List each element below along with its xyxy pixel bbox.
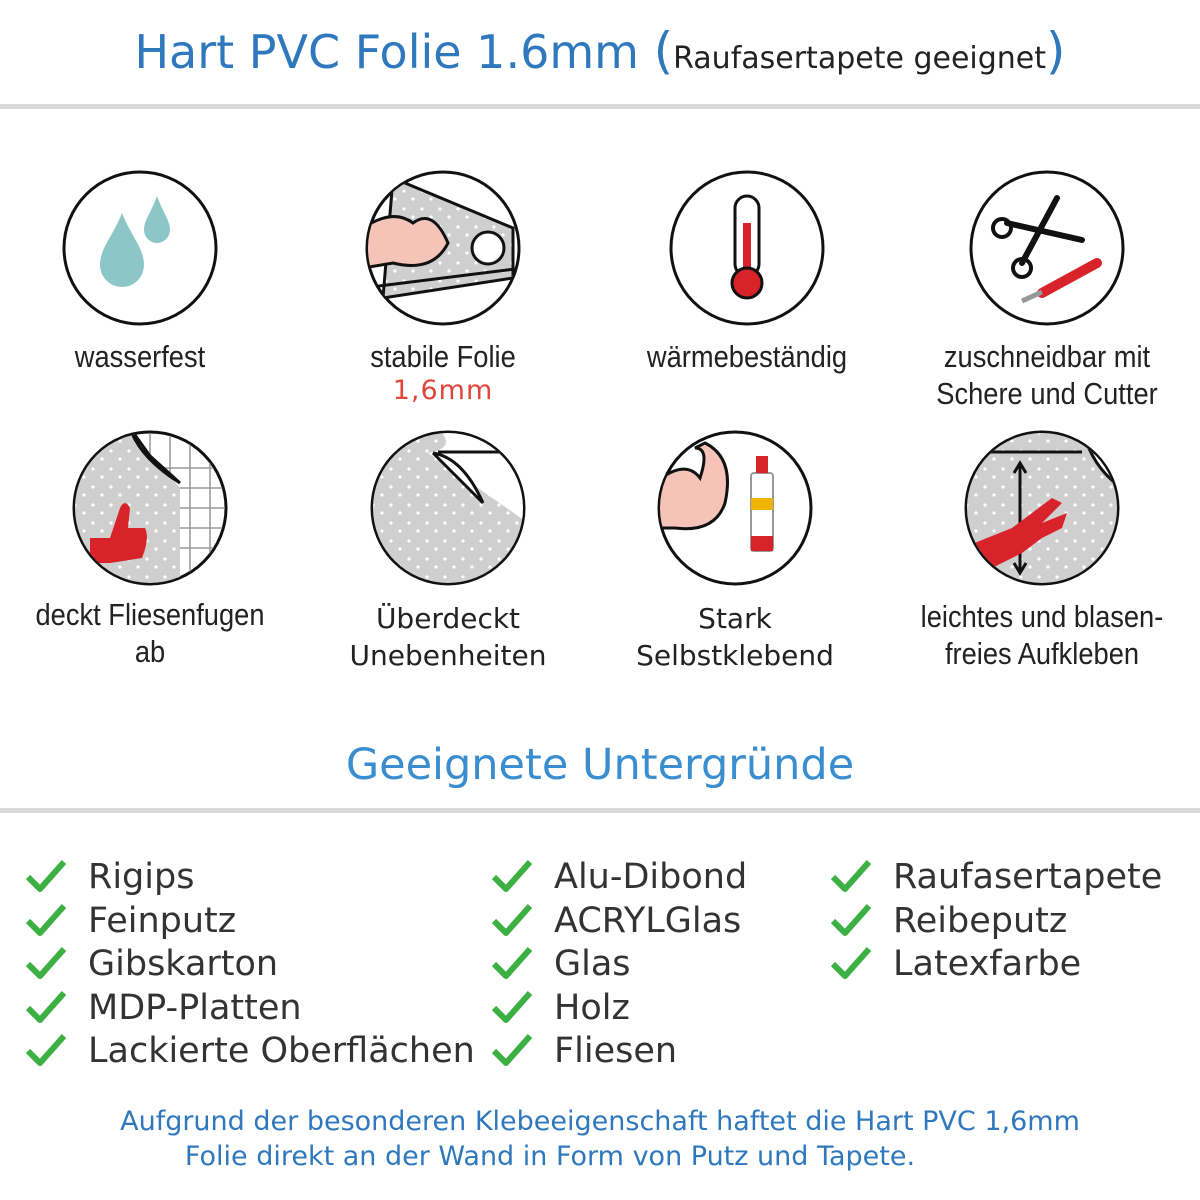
feature-label: zuschneidbar mit Schere und Cutter [915,338,1179,412]
checkmark-icon [831,903,872,936]
surface-item: Lackierte Oberflächen [26,1029,475,1073]
checkmark-icon [26,990,67,1023]
water-drops-icon [62,170,218,326]
checkmark-icon [831,947,872,979]
checkmark-icon [492,860,533,892]
surface-label: Gibskarton [88,944,279,984]
feature-label: Überdeckt Unebenheiten [298,600,598,674]
checkmark-icon [492,1034,533,1066]
checkmark-icon [26,903,67,936]
surface-label: Rigips [88,857,195,897]
hand-smoothing-icon [964,430,1120,586]
checkmark-icon [26,1034,67,1066]
feature-fliesenfugen: deckt Fliesenfugen ab [0,428,300,670]
label-line: leichtes und blasen- [920,599,1164,634]
feature-label: leichtes und blasen- freies Aufkleben [910,598,1174,672]
surface-label: ACRYLGlas [554,900,742,941]
surface-label: Latexfarbe [893,944,1082,984]
feature-aufkleben: leichtes und blasen- freies Aufkleben [892,428,1192,672]
surface-item: Feinputz [26,899,237,943]
checkmark-icon [492,903,533,936]
checkmark-icon [492,947,533,979]
divider [0,104,1200,109]
surface-label: Alu-Dibond [554,857,748,897]
feature-label: deckt Fliesenfugen ab [35,597,265,669]
surface-label: Glas [554,944,631,984]
scissors-cutter-icon [969,170,1125,326]
feature-stabile-folie: stabile Folie 1,6mm [293,168,593,406]
surface-label: Reibeputz [893,900,1068,941]
feature-label: Stark Selbstklebend [585,600,885,674]
paren-close: ) [1046,22,1066,80]
surface-label: Fliesen [554,1031,678,1071]
footer-line-1: Aufgrund der besonderen Klebeeigenschaft… [120,1106,1080,1137]
title-subtitle: Raufasertapete geeignet [673,41,1047,76]
surface-label: Holz [554,987,630,1028]
surface-item: Rigips [26,855,195,899]
strong-arm-glue-icon [657,430,813,586]
feature-label: stabile Folie [370,339,516,374]
checkmark-icon [831,860,872,892]
feature-unebenheiten: Überdeckt Unebenheiten [298,428,598,674]
surface-item: Raufasertapete [831,855,1163,899]
page-title: Hart PVC Folie 1.6mm (Raufasertapete gee… [0,22,1200,80]
checkmark-icon [492,990,533,1023]
surface-item: ACRYLGlas [492,899,742,943]
title-main: Hart PVC Folie 1.6mm [134,25,639,79]
surface-item: Latexfarbe [831,942,1082,986]
surface-item: Fliesen [492,1029,678,1073]
strong-arm-roll-icon [365,170,521,326]
footer-line-2: Folie direkt an der Wand in Form von Put… [184,1141,916,1172]
foil-corner-icon [370,430,526,586]
feature-waermebestaendig: wärmebeständig [597,168,897,375]
label-line: freies Aufkleben [944,636,1140,671]
label-line: Selbstklebend [636,639,834,672]
paren-open: ( [653,22,674,80]
surface-label: Lackierte Oberflächen [88,1031,475,1071]
checkmark-icon [26,860,67,892]
feature-label: wärmebeständig [646,339,848,374]
feature-label: wasserfest [74,339,206,374]
feature-note: 1,6mm [392,375,494,406]
label-line: zuschneidbar mit [943,339,1151,374]
feature-selbstklebend: Stark Selbstklebend [585,428,885,674]
feature-wasserfest: wasserfest [0,168,290,375]
surface-item: MDP-Platten [26,986,302,1030]
label-line: Unebenheiten [349,639,547,672]
surface-label: Feinputz [88,900,237,941]
surface-item: Reibeputz [831,899,1068,943]
feature-zuschneidbar: zuschneidbar mit Schere und Cutter [897,168,1197,412]
surfaces-heading: Geeignete Untergründe [345,740,855,790]
surface-item: Holz [492,986,630,1030]
thermometer-icon [669,170,825,326]
checkmark-icon [26,947,67,979]
thumbs-up-tiles-icon [72,430,228,586]
surface-label: MDP-Platten [88,987,302,1028]
surface-item: Glas [492,942,631,986]
surface-label: Raufasertapete [893,857,1163,897]
label-line: Überdeckt [375,602,521,635]
label-line: Schere und Cutter [936,376,1158,411]
surface-item: Gibskarton [26,942,279,986]
label-line: Stark [698,602,772,635]
surface-item: Alu-Dibond [492,855,748,899]
divider [0,808,1200,813]
